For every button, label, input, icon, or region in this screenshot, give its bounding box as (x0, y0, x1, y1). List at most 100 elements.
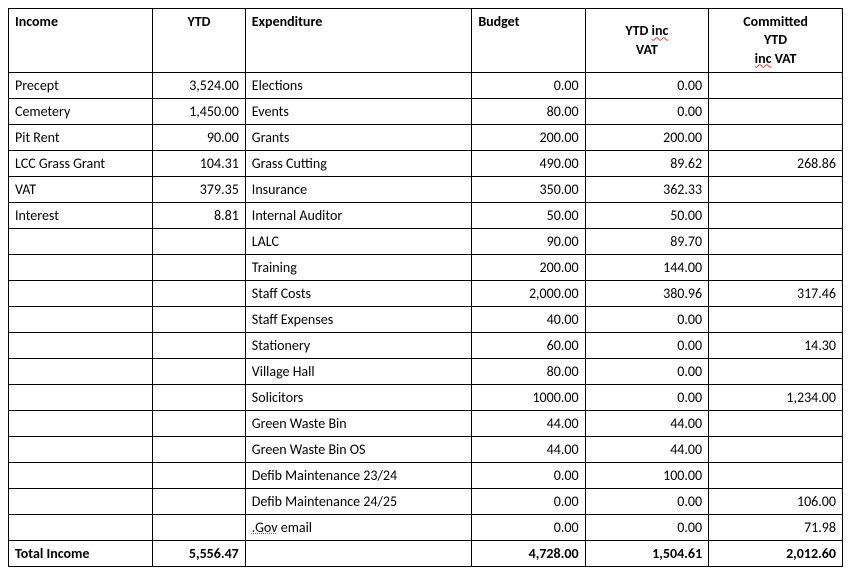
table-row: Defib Maintenance 23/240.00100.00 (9, 463, 843, 489)
totals-ytdvat: 1,504.61 (585, 541, 709, 567)
cell-ytd-inc-vat: 44.00 (585, 411, 709, 437)
cell-income (9, 463, 153, 489)
cell-ytd-inc-vat: 0.00 (585, 385, 709, 411)
cell-ytd: 104.31 (153, 151, 246, 177)
table-row: Village Hall80.000.00 (9, 359, 843, 385)
cell-committed: 268.86 (709, 151, 843, 177)
cell-ytd (153, 411, 246, 437)
cell-committed (709, 73, 843, 99)
cell-budget: 200.00 (472, 125, 585, 151)
table-row: LALC90.0089.70 (9, 229, 843, 255)
cell-ytd (153, 333, 246, 359)
header-committed-l3b: VAT (775, 50, 797, 67)
cell-expenditure: Village Hall (245, 359, 472, 385)
cell-ytd-inc-vat: 0.00 (585, 359, 709, 385)
totals-exp (245, 541, 472, 567)
cell-expenditure: Elections (245, 73, 472, 99)
cell-budget: 80.00 (472, 99, 585, 125)
cell-ytd-inc-vat: 144.00 (585, 255, 709, 281)
cell-budget: 2,000.00 (472, 281, 585, 307)
totals-row: Total Income5,556.474,728.001,504.612,01… (9, 541, 843, 567)
cell-ytd (153, 463, 246, 489)
header-ytd-inc-vat-l1b: inc (652, 22, 669, 39)
header-committed: Committed YTD inc VAT (709, 9, 843, 73)
cell-ytd (153, 359, 246, 385)
table-row: Defib Maintenance 24/250.000.00106.00 (9, 489, 843, 515)
cell-committed: 71.98 (709, 515, 843, 541)
header-committed-l2: YTD (715, 31, 836, 49)
table-row: Stationery60.000.0014.30 (9, 333, 843, 359)
cell-income (9, 359, 153, 385)
cell-expenditure: Internal Auditor (245, 203, 472, 229)
cell-expenditure: Stationery (245, 333, 472, 359)
cell-expenditure: Solicitors (245, 385, 472, 411)
cell-ytd-inc-vat: 89.62 (585, 151, 709, 177)
totals-ytd: 5,556.47 (153, 541, 246, 567)
cell-income: VAT (9, 177, 153, 203)
cell-ytd-inc-vat: 44.00 (585, 437, 709, 463)
header-committed-l1: Committed (715, 13, 836, 31)
header-ytd-inc-vat-l2: VAT (592, 41, 703, 59)
cell-budget: 44.00 (472, 437, 585, 463)
cell-ytd: 379.35 (153, 177, 246, 203)
cell-budget: 200.00 (472, 255, 585, 281)
cell-committed (709, 203, 843, 229)
cell-ytd-inc-vat: 0.00 (585, 333, 709, 359)
cell-ytd (153, 229, 246, 255)
cell-ytd-inc-vat: 200.00 (585, 125, 709, 151)
cell-committed: 317.46 (709, 281, 843, 307)
cell-committed (709, 229, 843, 255)
header-ytd-inc-vat-l1: YTD (625, 22, 648, 39)
cell-income (9, 411, 153, 437)
header-income: Income (9, 9, 153, 73)
cell-expenditure: Staff Expenses (245, 307, 472, 333)
table-row: Solicitors1000.000.001,234.00 (9, 385, 843, 411)
header-row: Income YTD Expenditure Budget YTD inc VA… (9, 9, 843, 73)
cell-ytd-inc-vat: 380.96 (585, 281, 709, 307)
cell-ytd (153, 515, 246, 541)
cell-committed (709, 255, 843, 281)
cell-income (9, 437, 153, 463)
cell-committed (709, 307, 843, 333)
cell-income: Precept (9, 73, 153, 99)
table-row: Pit Rent90.00Grants200.00200.00 (9, 125, 843, 151)
cell-expenditure: Training (245, 255, 472, 281)
cell-budget: 90.00 (472, 229, 585, 255)
cell-expenditure: Events (245, 99, 472, 125)
cell-expenditure: .Gov email (245, 515, 472, 541)
cell-ytd-inc-vat: 362.33 (585, 177, 709, 203)
cell-income: LCC Grass Grant (9, 151, 153, 177)
cell-ytd-inc-vat: 50.00 (585, 203, 709, 229)
cell-budget: 490.00 (472, 151, 585, 177)
cell-committed (709, 99, 843, 125)
cell-ytd-inc-vat: 89.70 (585, 229, 709, 255)
cell-committed (709, 463, 843, 489)
table-row: Precept3,524.00Elections0.000.00 (9, 73, 843, 99)
cell-budget: 50.00 (472, 203, 585, 229)
table-row: .Gov email0.000.0071.98 (9, 515, 843, 541)
cell-ytd: 90.00 (153, 125, 246, 151)
cell-committed (709, 359, 843, 385)
cell-ytd (153, 255, 246, 281)
cell-income (9, 333, 153, 359)
cell-ytd (153, 437, 246, 463)
cell-ytd-inc-vat: 100.00 (585, 463, 709, 489)
cell-income (9, 489, 153, 515)
cell-budget: 0.00 (472, 463, 585, 489)
table-row: Interest8.81Internal Auditor50.0050.00 (9, 203, 843, 229)
cell-ytd: 1,450.00 (153, 99, 246, 125)
cell-ytd-inc-vat: 0.00 (585, 73, 709, 99)
cell-exp-suffix: email (278, 519, 312, 536)
totals-commit: 2,012.60 (709, 541, 843, 567)
cell-income (9, 307, 153, 333)
cell-income: Cemetery (9, 99, 153, 125)
table-body: Precept3,524.00Elections0.000.00Cemetery… (9, 73, 843, 567)
cell-ytd (153, 281, 246, 307)
header-committed-l3a: inc (755, 50, 772, 67)
table-row: Cemetery1,450.00Events80.000.00 (9, 99, 843, 125)
cell-income (9, 515, 153, 541)
cell-budget: 0.00 (472, 489, 585, 515)
cell-ytd: 8.81 (153, 203, 246, 229)
cell-ytd-inc-vat: 0.00 (585, 307, 709, 333)
cell-committed: 14.30 (709, 333, 843, 359)
